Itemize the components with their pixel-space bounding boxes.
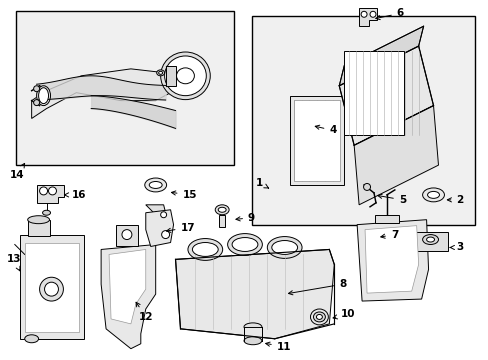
Ellipse shape (144, 178, 166, 192)
Bar (293, 100, 340, 181)
Circle shape (44, 282, 59, 296)
Polygon shape (339, 26, 423, 86)
Text: 2: 2 (447, 195, 463, 205)
Circle shape (40, 187, 47, 195)
Circle shape (360, 11, 366, 17)
Circle shape (40, 277, 63, 301)
Polygon shape (339, 46, 433, 145)
Ellipse shape (316, 314, 322, 319)
Polygon shape (32, 69, 175, 118)
Ellipse shape (149, 181, 162, 188)
Ellipse shape (215, 205, 229, 215)
Text: 11: 11 (265, 342, 291, 352)
Ellipse shape (426, 237, 434, 242)
Ellipse shape (427, 192, 439, 198)
Bar (165, 66, 175, 86)
Ellipse shape (218, 207, 225, 212)
Ellipse shape (25, 335, 39, 343)
Ellipse shape (156, 70, 164, 76)
Polygon shape (37, 185, 64, 203)
Polygon shape (145, 210, 173, 247)
Text: 13: 13 (7, 255, 21, 271)
Circle shape (34, 100, 40, 105)
Polygon shape (358, 8, 376, 26)
Circle shape (122, 230, 132, 239)
Polygon shape (109, 249, 145, 324)
Text: 7: 7 (380, 230, 397, 239)
Text: 10: 10 (332, 309, 355, 319)
Bar (374, 215, 398, 223)
Circle shape (363, 184, 370, 190)
Ellipse shape (244, 337, 262, 345)
Polygon shape (365, 226, 418, 293)
Ellipse shape (28, 216, 49, 224)
Text: 14: 14 (10, 163, 24, 180)
Text: 5: 5 (377, 194, 405, 205)
Bar (25, 243, 79, 332)
Text: 12: 12 (136, 302, 153, 322)
Bar (344, 51, 403, 135)
Bar (219, 215, 224, 227)
Polygon shape (145, 205, 165, 217)
Ellipse shape (187, 239, 222, 260)
Ellipse shape (39, 88, 48, 104)
Ellipse shape (42, 210, 50, 215)
Bar (244, 327, 262, 341)
Ellipse shape (161, 52, 210, 100)
Ellipse shape (232, 238, 257, 251)
Circle shape (48, 187, 56, 195)
Bar (16, 11, 234, 165)
Ellipse shape (192, 243, 218, 256)
Ellipse shape (422, 235, 438, 244)
Text: 6: 6 (375, 8, 403, 20)
Ellipse shape (170, 62, 200, 90)
Text: 16: 16 (64, 190, 86, 200)
Polygon shape (353, 105, 438, 205)
Bar (412, 231, 447, 251)
Ellipse shape (310, 309, 327, 325)
Circle shape (161, 212, 166, 218)
Circle shape (34, 86, 40, 92)
Text: 3: 3 (449, 243, 463, 252)
Ellipse shape (267, 237, 302, 258)
Text: 15: 15 (171, 190, 197, 200)
Text: 1: 1 (255, 178, 268, 188)
Text: 4: 4 (315, 125, 336, 135)
Ellipse shape (37, 86, 50, 105)
Bar (20, 235, 84, 339)
Ellipse shape (158, 71, 163, 74)
Bar (116, 225, 138, 247)
Text: 8: 8 (288, 279, 346, 295)
Circle shape (369, 11, 375, 17)
Text: 9: 9 (236, 213, 255, 223)
Bar (289, 96, 344, 185)
Ellipse shape (227, 234, 262, 255)
Ellipse shape (422, 188, 444, 202)
Bar (251, 16, 474, 225)
Circle shape (162, 231, 169, 239)
Ellipse shape (164, 56, 206, 96)
Ellipse shape (244, 323, 262, 331)
Polygon shape (175, 249, 334, 339)
Text: 17: 17 (166, 222, 195, 233)
Polygon shape (356, 220, 427, 301)
Bar (28, 220, 49, 235)
Ellipse shape (313, 312, 325, 322)
Ellipse shape (271, 240, 297, 255)
Ellipse shape (176, 68, 194, 84)
Polygon shape (101, 244, 155, 349)
